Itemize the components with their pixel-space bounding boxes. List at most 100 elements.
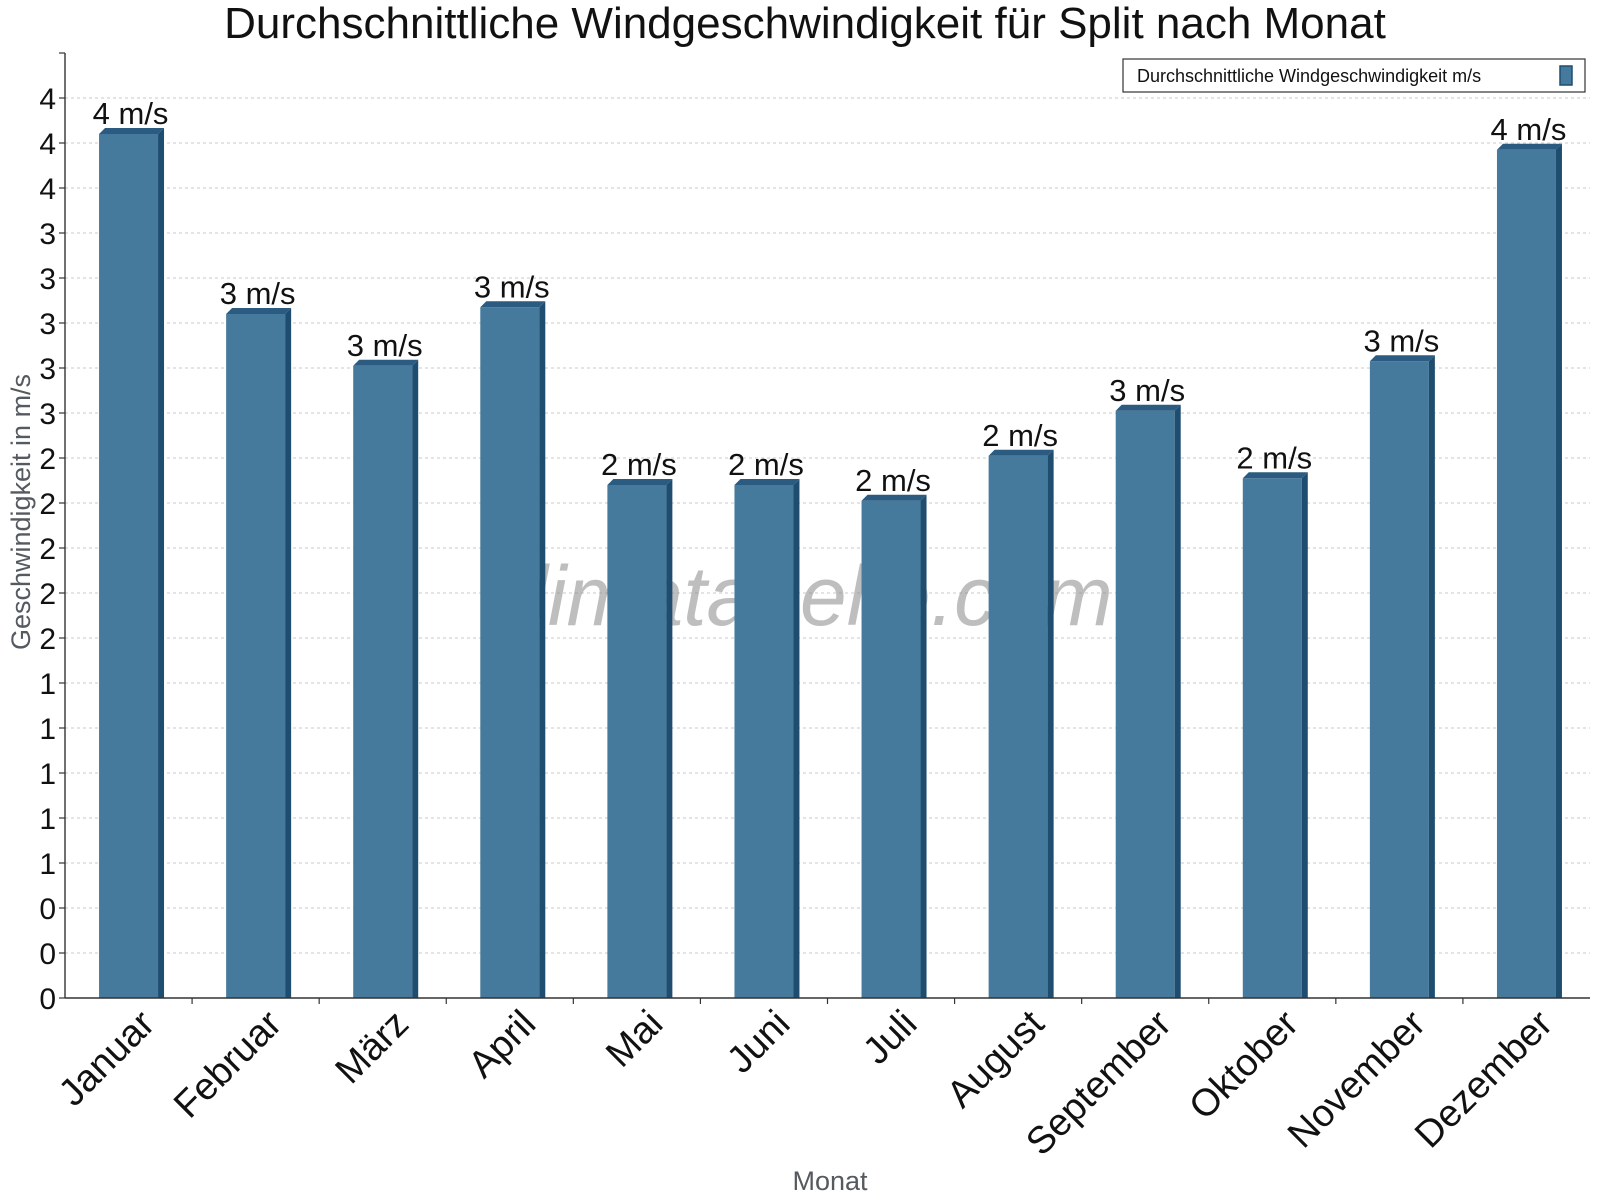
data-label: 2 m/s xyxy=(982,418,1058,453)
y-tick-label: 3 xyxy=(39,263,56,296)
data-label: 3 m/s xyxy=(1363,323,1439,358)
bar xyxy=(1242,472,1308,998)
y-axis-label: Geschwindigkeit in m/s xyxy=(6,374,36,650)
y-tick-label: 1 xyxy=(39,713,56,746)
bar-top xyxy=(1242,472,1308,479)
data-label: 3 m/s xyxy=(347,328,423,363)
bar-side xyxy=(1174,404,1181,998)
y-tick-label: 0 xyxy=(39,983,56,1016)
y-tick-label: 1 xyxy=(39,803,56,836)
y-tick-label: 2 xyxy=(39,578,56,611)
y-tick-label: 3 xyxy=(39,398,56,431)
bar xyxy=(99,128,165,998)
y-tick-label: 0 xyxy=(39,938,56,971)
x-tick-label: Juli xyxy=(855,1003,925,1073)
x-tick-label: Dezember xyxy=(1407,1002,1561,1156)
data-label: 2 m/s xyxy=(1236,440,1312,475)
bar-top xyxy=(226,308,292,314)
data-label: 2 m/s xyxy=(728,447,804,482)
bar-front xyxy=(1115,410,1175,998)
y-tick-label: 4 xyxy=(39,83,56,116)
y-tick-label: 4 xyxy=(39,173,56,206)
bar-front xyxy=(480,307,540,998)
bar xyxy=(353,359,419,998)
bar-top xyxy=(99,128,165,134)
y-tick-label: 1 xyxy=(39,758,56,791)
x-tick-label: Januar xyxy=(51,1002,163,1114)
bar xyxy=(1496,143,1562,998)
data-label: 3 m/s xyxy=(1109,373,1185,408)
bar-front xyxy=(1496,149,1556,998)
data-label: 4 m/s xyxy=(1491,112,1567,147)
bar-side xyxy=(1301,472,1308,998)
bar-front xyxy=(1242,478,1302,998)
x-tick-label: Mai xyxy=(598,1003,671,1076)
y-tick-label: 3 xyxy=(39,353,56,386)
bar-top xyxy=(1369,355,1435,362)
bar-side xyxy=(412,359,419,998)
gridlines xyxy=(65,97,1590,954)
bar-front xyxy=(734,485,794,998)
bar-top xyxy=(353,359,419,366)
bar-top xyxy=(734,479,800,485)
bar xyxy=(226,308,292,998)
x-tick-label: März xyxy=(328,1003,417,1092)
data-label: 3 m/s xyxy=(220,276,296,311)
y-tick-label: 0 xyxy=(39,893,56,926)
x-axis-label: Monat xyxy=(792,1166,868,1196)
bar-top xyxy=(1496,143,1562,150)
legend-swatch xyxy=(1559,65,1573,86)
bar-side xyxy=(539,301,546,998)
y-tick-label: 3 xyxy=(39,308,56,341)
bar-front xyxy=(99,134,159,998)
bar xyxy=(1369,355,1435,998)
x-tick-label: Februar xyxy=(166,1002,290,1126)
y-tick-label: 2 xyxy=(39,443,56,476)
bar-top xyxy=(988,449,1054,456)
bar-front xyxy=(861,500,921,998)
bar-top xyxy=(607,479,673,485)
legend: Durchschnittliche Windgeschwindigkeit m/… xyxy=(1122,58,1586,93)
bar-front xyxy=(1369,361,1429,998)
data-label: 4 m/s xyxy=(93,96,169,131)
y-tick-label: 1 xyxy=(39,848,56,881)
bar xyxy=(861,494,927,998)
data-label: 2 m/s xyxy=(601,447,677,482)
x-tick-label: November xyxy=(1280,1002,1434,1156)
bar-side xyxy=(1428,355,1435,998)
y-tick-label: 2 xyxy=(39,623,56,656)
y-tick-label: 4 xyxy=(39,128,56,161)
legend-label: Durchschnittliche Windgeschwindigkeit m/… xyxy=(1137,66,1481,86)
bar-front xyxy=(607,485,667,998)
x-tick-label: Juni xyxy=(719,1003,798,1082)
bar xyxy=(734,479,800,998)
bar xyxy=(480,301,546,998)
bar-side xyxy=(285,308,292,998)
bar-side xyxy=(793,479,800,998)
bar-top xyxy=(480,301,546,308)
bar-front xyxy=(353,365,413,998)
bar xyxy=(988,449,1054,998)
data-labels: 4 m/s 3 m/s 3 m/s 3 m/s 2 m/s 2 m/s 2 m/s 2 m/s… xyxy=(93,96,1567,498)
bar-side xyxy=(1047,449,1054,998)
y-tick-label: 1 xyxy=(39,668,56,701)
bar-front xyxy=(226,314,286,998)
bar-side xyxy=(666,479,673,998)
bar-front xyxy=(988,455,1048,998)
bar-side xyxy=(1555,143,1562,998)
y-tick-label: 2 xyxy=(39,488,56,521)
bar-top xyxy=(861,494,927,501)
data-label: 3 m/s xyxy=(474,269,550,304)
chart-title: Durchschnittliche Windgeschwindigkeit fü… xyxy=(224,0,1386,48)
y-tick-label: 2 xyxy=(39,533,56,566)
bars xyxy=(99,128,1562,998)
bar-side xyxy=(920,494,927,998)
y-tick-label: 3 xyxy=(39,218,56,251)
x-tick-label: August xyxy=(939,1002,1053,1116)
data-label: 2 m/s xyxy=(855,463,931,498)
bar xyxy=(1115,404,1181,998)
bar xyxy=(607,479,673,998)
x-tick-label: April xyxy=(461,1003,544,1086)
bar-top xyxy=(1115,404,1181,411)
